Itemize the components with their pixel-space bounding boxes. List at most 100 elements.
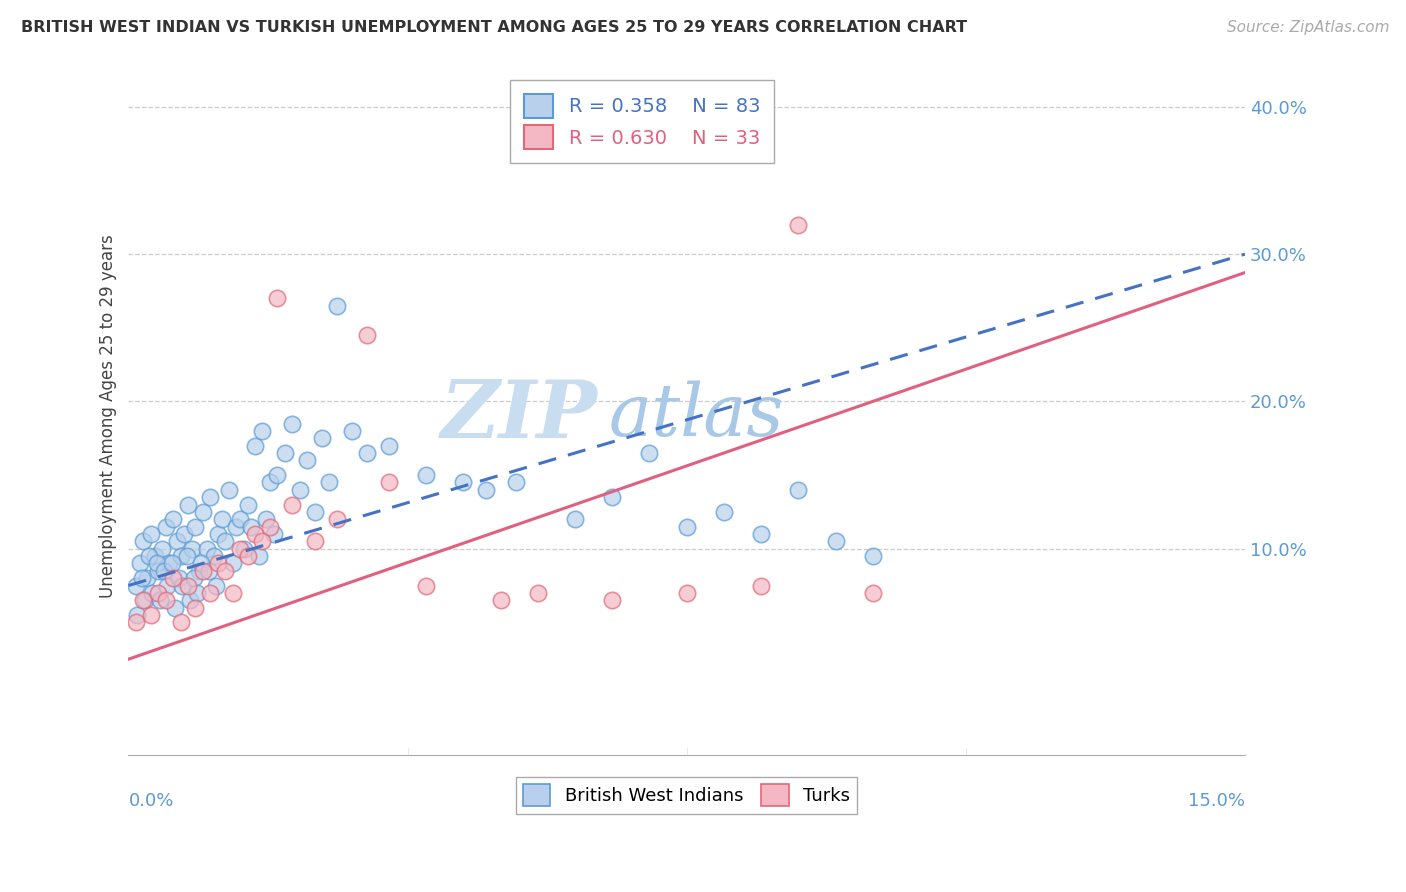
Point: [263, 527, 285, 541]
Point: [191, 564, 214, 578]
Point: [177, 498, 200, 512]
Point: [274, 446, 297, 460]
Point: [600, 490, 623, 504]
Point: [304, 505, 326, 519]
Point: [176, 549, 198, 563]
Point: [184, 519, 207, 533]
Point: [675, 519, 697, 533]
Point: [143, 549, 166, 563]
Point: [505, 475, 527, 490]
Point: [156, 578, 179, 592]
Point: [173, 527, 195, 541]
Point: [149, 593, 172, 607]
Point: [229, 512, 252, 526]
Point: [266, 468, 288, 483]
Text: 15.0%: 15.0%: [1188, 792, 1244, 810]
Point: [787, 483, 810, 497]
Point: [157, 557, 180, 571]
Point: [638, 446, 661, 460]
Point: [527, 586, 550, 600]
Point: [259, 519, 281, 533]
Point: [489, 593, 512, 607]
Point: [247, 549, 270, 563]
Point: [191, 505, 214, 519]
Point: [166, 534, 188, 549]
Point: [243, 527, 266, 541]
Point: [713, 505, 735, 519]
Point: [749, 578, 772, 592]
Point: [160, 557, 183, 571]
Point: [132, 534, 155, 549]
Point: [229, 541, 252, 556]
Legend: British West Indians, Turks: British West Indians, Turks: [516, 777, 858, 814]
Point: [295, 453, 318, 467]
Point: [180, 541, 202, 556]
Point: [281, 498, 304, 512]
Point: [824, 534, 846, 549]
Point: [155, 593, 177, 607]
Text: BRITISH WEST INDIAN VS TURKISH UNEMPLOYMENT AMONG AGES 25 TO 29 YEARS CORRELATIO: BRITISH WEST INDIAN VS TURKISH UNEMPLOYM…: [21, 20, 967, 35]
Point: [132, 593, 155, 607]
Point: [218, 483, 240, 497]
Point: [145, 557, 167, 571]
Point: [236, 498, 259, 512]
Point: [207, 557, 229, 571]
Point: [134, 593, 156, 607]
Point: [128, 557, 150, 571]
Point: [600, 593, 623, 607]
Point: [252, 424, 274, 438]
Point: [259, 475, 281, 490]
Point: [474, 483, 496, 497]
Point: [214, 564, 236, 578]
Point: [163, 600, 186, 615]
Point: [214, 534, 236, 549]
Point: [183, 571, 205, 585]
Point: [862, 586, 884, 600]
Point: [675, 586, 697, 600]
Point: [125, 615, 148, 630]
Point: [186, 586, 208, 600]
Point: [254, 512, 277, 526]
Point: [205, 578, 228, 592]
Point: [243, 439, 266, 453]
Point: [356, 328, 378, 343]
Point: [188, 564, 211, 578]
Point: [288, 483, 311, 497]
Point: [179, 593, 201, 607]
Point: [162, 571, 184, 585]
Point: [148, 586, 170, 600]
Point: [326, 299, 349, 313]
Point: [326, 512, 349, 526]
Point: [225, 519, 247, 533]
Point: [207, 527, 229, 541]
Point: [125, 578, 148, 592]
Point: [200, 490, 222, 504]
Point: [195, 541, 218, 556]
Point: [221, 557, 243, 571]
Point: [153, 564, 176, 578]
Point: [564, 512, 586, 526]
Point: [356, 446, 378, 460]
Point: [252, 534, 274, 549]
Point: [749, 527, 772, 541]
Point: [139, 527, 162, 541]
Point: [378, 475, 401, 490]
Point: [304, 534, 326, 549]
Point: [453, 475, 475, 490]
Point: [131, 571, 153, 585]
Point: [190, 557, 212, 571]
Point: [415, 578, 437, 592]
Point: [150, 541, 173, 556]
Text: ZIP: ZIP: [440, 377, 598, 455]
Point: [141, 586, 163, 600]
Point: [311, 431, 333, 445]
Point: [162, 512, 184, 526]
Text: 0.0%: 0.0%: [128, 792, 174, 810]
Point: [155, 519, 177, 533]
Point: [177, 578, 200, 592]
Point: [266, 291, 288, 305]
Point: [169, 615, 191, 630]
Point: [232, 541, 254, 556]
Point: [240, 519, 263, 533]
Text: Source: ZipAtlas.com: Source: ZipAtlas.com: [1226, 20, 1389, 35]
